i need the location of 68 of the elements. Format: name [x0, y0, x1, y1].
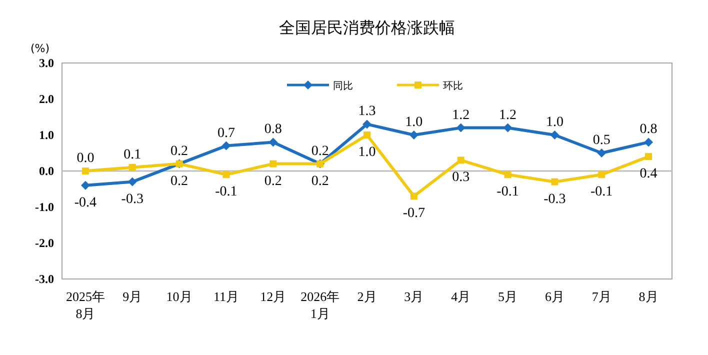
- data-label: -0.1: [590, 184, 613, 200]
- point: [364, 132, 370, 138]
- data-label: -0.7: [402, 206, 426, 222]
- y-tick-label: -2.0: [35, 236, 54, 250]
- data-label: -0.4: [74, 195, 97, 210]
- data-label: 0.7: [217, 126, 235, 141]
- point: [504, 171, 512, 178]
- point: [270, 160, 277, 168]
- data-label: 1.0: [546, 115, 564, 130]
- data-label: 1.0: [405, 115, 423, 130]
- x-tick-label: 10月: [166, 289, 192, 304]
- data-label: 1.0: [358, 145, 376, 160]
- point: [222, 171, 230, 178]
- data-label: 1.3: [358, 104, 376, 120]
- legend-label: 同比: [333, 80, 353, 92]
- x-tick-label: 12月: [260, 289, 286, 304]
- data-label: 1.2: [452, 108, 470, 123]
- data-label: 1.2: [499, 108, 517, 123]
- point: [128, 177, 137, 186]
- data-label: -0.3: [544, 192, 566, 207]
- x-tick-label: 3月: [404, 289, 424, 304]
- point: [80, 180, 90, 190]
- data-label: 0.0: [76, 151, 94, 166]
- point: [409, 130, 418, 140]
- point: [551, 178, 558, 186]
- point: [550, 130, 560, 140]
- data-label: 0.2: [311, 144, 329, 159]
- data-label: 0.2: [311, 174, 329, 189]
- point: [82, 168, 89, 174]
- y-axis-title: (%): [30, 42, 50, 55]
- data-label: 0.2: [264, 174, 282, 189]
- x-tick-label: 4月: [451, 289, 471, 304]
- point: [598, 171, 606, 178]
- data-label: -0.1: [496, 184, 519, 200]
- x-tick-label: 6月: [544, 289, 564, 304]
- data-label: -0.1: [215, 184, 238, 200]
- point: [128, 164, 136, 171]
- data-label: 0.5: [592, 133, 610, 148]
- legend-label: 环比: [443, 80, 463, 92]
- x-tick-label: 7月: [592, 289, 612, 304]
- x-tick-label: 8月: [638, 289, 658, 304]
- data-label: 0.2: [170, 174, 188, 189]
- data-label: 0.3: [452, 170, 470, 186]
- x-tick-label: 2026年 1月: [300, 289, 340, 321]
- point: [362, 120, 372, 129]
- data-label: 0.4: [640, 166, 658, 182]
- x-tick-label: 9月: [122, 289, 142, 304]
- data-label: 0.1: [124, 147, 142, 162]
- x-tick-label: 5月: [498, 289, 518, 304]
- chart-title: 全国居民消费价格涨跌幅: [279, 18, 455, 37]
- data-label: 0.8: [640, 122, 658, 138]
- point: [597, 148, 606, 158]
- x-tick-label: 11月: [213, 289, 239, 304]
- point: [410, 192, 418, 200]
- y-tick-label: -3.0: [35, 272, 54, 286]
- y-tick-label: 0.0: [39, 164, 54, 178]
- y-tick-label: 3.0: [39, 56, 54, 70]
- y-tick-label: -1.0: [35, 200, 54, 214]
- data-label: 0.8: [264, 122, 282, 138]
- y-tick-label: 2.0: [39, 92, 54, 106]
- y-tick-label: 1.0: [39, 128, 54, 142]
- point: [645, 153, 652, 160]
- data-label: 0.2: [170, 144, 188, 159]
- data-label: -0.3: [121, 192, 144, 207]
- x-tick-label: 2月: [357, 289, 377, 304]
- x-tick-label: 2025年 8月: [66, 289, 105, 321]
- point: [457, 156, 464, 164]
- point: [644, 138, 654, 147]
